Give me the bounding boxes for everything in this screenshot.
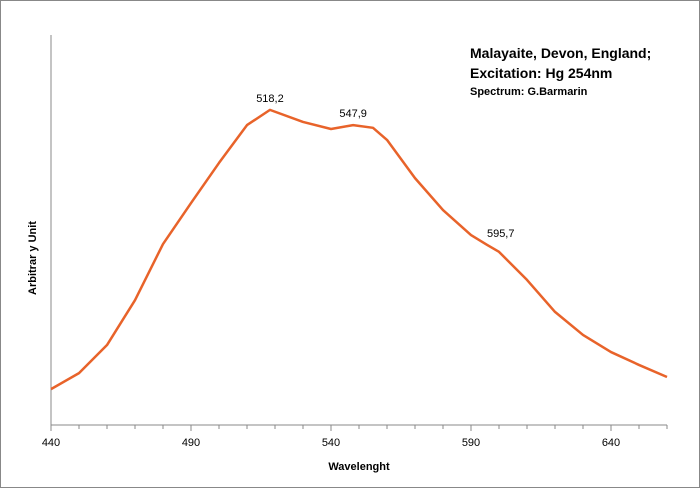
chart-title: Excitation: Hg 254nm [470, 65, 612, 81]
x-tick-label: 540 [322, 437, 340, 449]
x-tick-label: 440 [42, 437, 60, 449]
x-tick-label: 640 [602, 437, 620, 449]
chart-subtitle: Spectrum: G.Barmarin [470, 86, 588, 98]
annotation: 595,7 [487, 228, 515, 240]
annotation: 518,2 [256, 93, 284, 105]
chart-title: Malayaite, Devon, England; [470, 45, 651, 61]
x-tick-label: 490 [182, 437, 200, 449]
y-axis-label: Arbitrar y Unit [27, 221, 39, 295]
x-axis-label: Wavelenght [328, 461, 390, 473]
x-tick-label: 590 [462, 437, 480, 449]
line-series [50, 108, 668, 391]
annotation: 547,9 [339, 108, 367, 120]
